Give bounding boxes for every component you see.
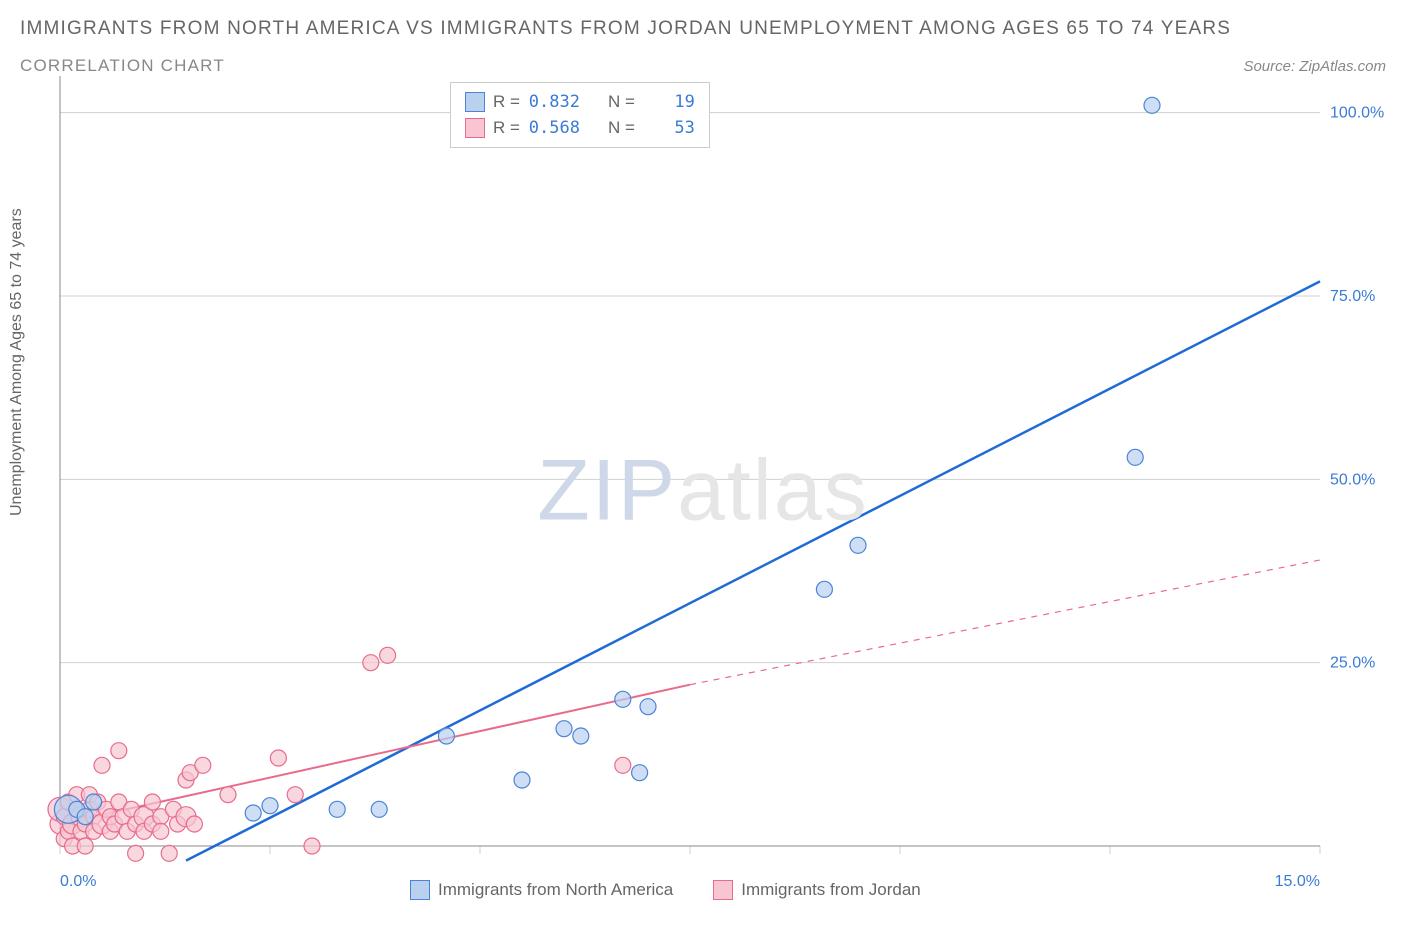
pink-point — [363, 655, 379, 671]
blue-swatch-icon — [410, 880, 430, 900]
pink-swatch-icon — [465, 118, 485, 138]
pink-point — [287, 787, 303, 803]
pink-point — [186, 816, 202, 832]
blue-swatch-icon — [465, 92, 485, 112]
svg-text:0.0%: 0.0% — [60, 873, 96, 890]
blue-point — [1127, 449, 1143, 465]
series-legend: Immigrants from North America Immigrants … — [410, 880, 921, 900]
y-axis-label: Unemployment Among Ages 65 to 74 years — [8, 208, 26, 516]
pink-point — [111, 743, 127, 759]
blue-point — [77, 809, 93, 825]
blue-point — [245, 805, 261, 821]
chart-container: Unemployment Among Ages 65 to 74 years Z… — [0, 76, 1406, 906]
blue-point — [632, 765, 648, 781]
legend-row: R =0.568N =53 — [465, 115, 695, 141]
source-label: Source: ZipAtlas.com — [1243, 58, 1386, 75]
pink-point — [94, 757, 110, 773]
pink-point — [195, 757, 211, 773]
pink-point — [77, 838, 93, 854]
svg-text:50.0%: 50.0% — [1330, 471, 1375, 488]
pink-point — [304, 838, 320, 854]
correlation-legend: R =0.832N =19R =0.568N =53 — [450, 82, 710, 148]
pink-point — [220, 787, 236, 803]
blue-point — [816, 581, 832, 597]
blue-point — [1144, 97, 1160, 113]
blue-point — [329, 801, 345, 817]
blue-point — [438, 728, 454, 744]
blue-point — [615, 691, 631, 707]
blue-point — [86, 794, 102, 810]
legend-item: Immigrants from North America — [410, 880, 673, 900]
svg-text:100.0%: 100.0% — [1330, 105, 1384, 122]
chart-header: IMMIGRANTS FROM NORTH AMERICA VS IMMIGRA… — [0, 0, 1406, 76]
pink-point — [161, 845, 177, 861]
blue-point — [640, 699, 656, 715]
pink-point — [128, 845, 144, 861]
pink-point — [380, 647, 396, 663]
svg-text:25.0%: 25.0% — [1330, 655, 1375, 672]
pink-point — [144, 794, 160, 810]
chart-title: IMMIGRANTS FROM NORTH AMERICA VS IMMIGRA… — [20, 18, 1386, 40]
blue-point — [850, 537, 866, 553]
svg-text:15.0%: 15.0% — [1275, 873, 1320, 890]
pink-swatch-icon — [713, 880, 733, 900]
legend-label: Immigrants from Jordan — [741, 880, 921, 900]
blue-point — [262, 798, 278, 814]
pink-point — [153, 823, 169, 839]
pink-point — [615, 757, 631, 773]
blue-point — [573, 728, 589, 744]
legend-item: Immigrants from Jordan — [713, 880, 921, 900]
pink-point — [270, 750, 286, 766]
blue-point — [371, 801, 387, 817]
chart-subtitle: CORRELATION CHART — [20, 56, 225, 76]
blue-point — [514, 772, 530, 788]
svg-text:75.0%: 75.0% — [1330, 288, 1375, 305]
legend-label: Immigrants from North America — [438, 880, 673, 900]
scatter-chart: 25.0% 50.0% 75.0% 100.0% 0.0% 15.0% — [0, 76, 1406, 906]
legend-row: R =0.832N =19 — [465, 89, 695, 115]
blue-point — [556, 721, 572, 737]
